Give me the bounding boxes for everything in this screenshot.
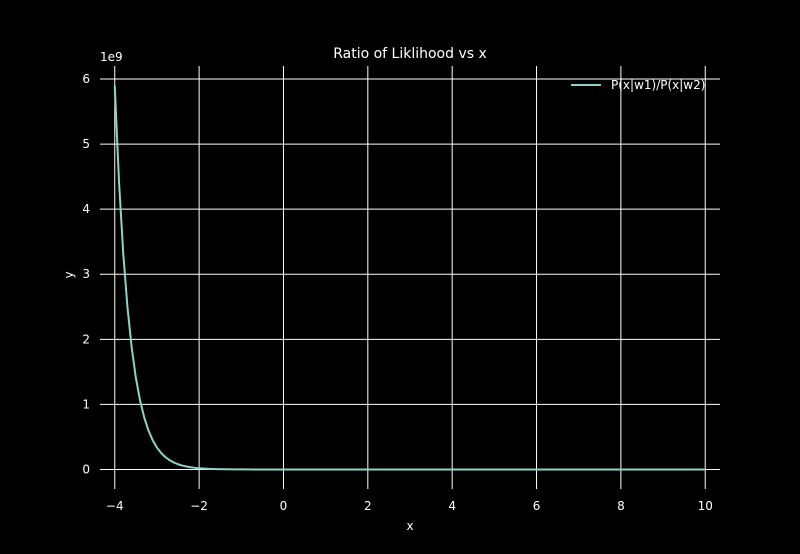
- chart-title: Ratio of Liklihood vs x: [333, 46, 487, 62]
- y-tick-label: 2: [82, 332, 90, 346]
- x-axis-label: x: [406, 519, 413, 533]
- series-line: [113, 85, 706, 471]
- y-tick-label: 6: [82, 72, 90, 86]
- x-tick-label: 0: [280, 499, 288, 513]
- x-tick-label: −2: [190, 499, 208, 513]
- y-tick-label: 4: [82, 202, 90, 216]
- x-tick-label: 10: [698, 499, 713, 513]
- x-tick-label: 8: [617, 499, 625, 513]
- y-axis-scale-label: 1e9: [100, 50, 123, 64]
- legend-label: P(x|w1)/P(x|w2): [611, 78, 705, 92]
- y-tick-label: 5: [82, 137, 90, 151]
- series-lines: [113, 85, 706, 471]
- x-tick-label: 2: [364, 499, 372, 513]
- y-tick-label: 0: [82, 462, 90, 476]
- y-axis-label: y: [62, 271, 76, 278]
- y-tick-label: 1: [82, 397, 90, 411]
- axis-ticks: −4 −2 0 2 4 6 8 10 0 1 2 3 4 5 6: [82, 72, 713, 513]
- legend: P(x|w1)/P(x|w2): [571, 78, 705, 92]
- x-tick-label: 6: [533, 499, 541, 513]
- x-tick-label: −4: [106, 499, 124, 513]
- x-tick-label: 4: [448, 499, 456, 513]
- y-tick-label: 3: [82, 267, 90, 281]
